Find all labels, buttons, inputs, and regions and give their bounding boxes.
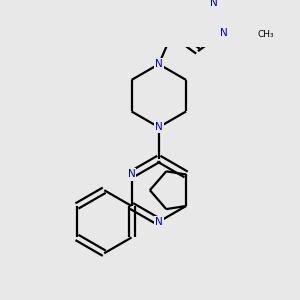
Text: N: N bbox=[220, 28, 227, 38]
Text: N: N bbox=[155, 59, 163, 69]
Text: N: N bbox=[128, 169, 135, 179]
Text: N: N bbox=[155, 217, 163, 227]
Text: N: N bbox=[210, 0, 218, 8]
Text: CH₃: CH₃ bbox=[258, 30, 274, 39]
Text: N: N bbox=[155, 122, 163, 132]
